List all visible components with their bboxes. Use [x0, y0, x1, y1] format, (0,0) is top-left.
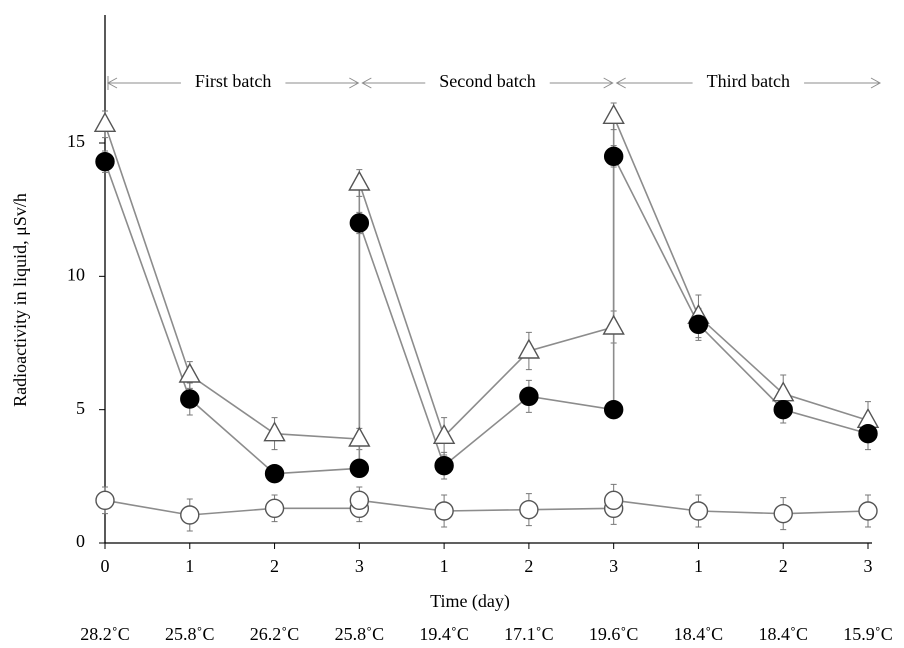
- arrow-head: [106, 77, 118, 89]
- batch-label: Third batch: [707, 71, 790, 91]
- circle-marker: [349, 213, 370, 233]
- batch-label: First batch: [195, 71, 272, 91]
- x-tick-label: 2: [779, 556, 788, 576]
- triangle-marker: [263, 421, 286, 442]
- series-line: [104, 116, 869, 440]
- x-tick-label: 3: [864, 556, 873, 576]
- temperature-label: 25.8˚C: [335, 624, 385, 644]
- circle-marker: [95, 490, 115, 511]
- triangle-marker: [602, 103, 625, 125]
- series-line: [104, 499, 869, 516]
- x-tick-label: 1: [440, 556, 449, 576]
- y-axis-label: Radioactivity in liquid, μSv/h: [10, 193, 30, 407]
- y-tick-label: 15: [67, 131, 85, 151]
- circle-marker: [434, 455, 454, 476]
- x-tick-label: 3: [609, 556, 618, 576]
- x-tick-label: 1: [694, 556, 703, 576]
- y-tick-label: 5: [76, 398, 85, 418]
- circle-marker: [95, 151, 115, 172]
- temperature-label: 28.2˚C: [80, 624, 130, 644]
- circle-marker: [773, 503, 793, 524]
- temperature-label: 19.6˚C: [589, 624, 639, 644]
- x-axis-label: Time (day): [430, 591, 510, 612]
- y-tick-label: 0: [76, 531, 85, 551]
- x-tick-label: 2: [524, 556, 533, 576]
- temperature-label: 18.4˚C: [674, 624, 724, 644]
- batch-label: Second batch: [439, 71, 535, 91]
- y-tick-label: 10: [67, 264, 85, 284]
- triangle-marker: [602, 314, 625, 335]
- circle-marker: [858, 501, 878, 521]
- triangle-marker: [517, 338, 541, 359]
- circle-marker: [773, 399, 793, 420]
- circle-marker: [349, 490, 370, 511]
- circle-marker: [519, 499, 539, 520]
- x-tick-label: 0: [101, 556, 110, 576]
- circle-marker: [688, 501, 709, 521]
- circle-marker: [858, 423, 878, 444]
- circle-marker: [603, 146, 624, 167]
- circle-marker: [519, 386, 539, 407]
- triangle-marker: [93, 111, 117, 133]
- circle-marker: [603, 490, 624, 511]
- temperature-label: 17.1˚C: [504, 624, 554, 644]
- temperature-label: 18.4˚C: [758, 624, 808, 644]
- temperature-label: 26.2˚C: [250, 624, 300, 644]
- circle-marker: [688, 314, 709, 335]
- arrow-head: [615, 77, 626, 89]
- circle-marker: [264, 498, 285, 519]
- temperature-label: 15.9˚C: [843, 624, 893, 644]
- circle-marker: [180, 389, 200, 409]
- triangle-marker: [348, 170, 371, 191]
- x-tick-label: 3: [355, 556, 364, 576]
- x-tick-label: 2: [270, 556, 279, 576]
- triangle-marker: [772, 381, 795, 402]
- triangle-marker: [178, 362, 201, 383]
- arrow-head: [349, 77, 360, 89]
- circle-marker: [434, 501, 454, 521]
- series-line: [104, 155, 869, 475]
- arrow-head: [870, 77, 882, 89]
- temperature-label: 25.8˚C: [165, 624, 215, 644]
- circle-marker: [349, 458, 370, 479]
- circle-marker: [180, 505, 200, 525]
- circle-marker: [264, 463, 285, 484]
- temperature-label: 19.4˚C: [419, 624, 469, 644]
- arrow-head: [603, 77, 614, 89]
- x-tick-label: 1: [185, 556, 194, 576]
- triangle-marker: [432, 423, 456, 445]
- arrow-head: [361, 77, 372, 89]
- triangle-marker: [348, 426, 371, 447]
- circle-marker: [603, 399, 624, 420]
